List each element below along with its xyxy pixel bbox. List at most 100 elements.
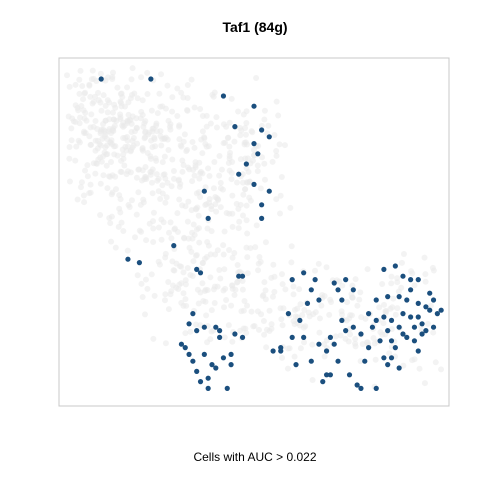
- background-cell-point: [243, 217, 250, 224]
- background-cell-point: [106, 214, 113, 221]
- background-cell-point: [87, 93, 94, 100]
- background-cell-point: [263, 326, 270, 333]
- background-cell-point: [131, 234, 138, 241]
- background-cell-point: [254, 162, 261, 169]
- background-cell-point: [216, 266, 223, 273]
- background-cell-point: [150, 225, 157, 232]
- background-cell-point: [269, 293, 276, 300]
- highlighted-cell-point: [213, 324, 219, 330]
- highlighted-cell-point: [381, 266, 387, 272]
- background-cell-point: [128, 129, 135, 136]
- background-cell-point: [337, 332, 344, 339]
- background-cell-point: [339, 282, 346, 289]
- background-cell-point: [362, 315, 369, 322]
- background-cell-point: [176, 196, 183, 203]
- background-cell-point: [269, 158, 276, 165]
- background-cell-point: [427, 302, 434, 309]
- highlighted-cell-point: [373, 297, 379, 303]
- highlighted-cell-point: [289, 334, 295, 340]
- background-cell-point: [228, 169, 235, 176]
- background-cell-point: [277, 192, 284, 199]
- background-cell-point: [158, 216, 165, 223]
- background-cell-point: [214, 247, 221, 254]
- background-cell-point: [247, 197, 254, 204]
- background-cell-point: [194, 286, 201, 293]
- background-cell-point: [216, 152, 223, 159]
- background-cell-point: [225, 322, 232, 329]
- background-cell-point: [86, 190, 93, 197]
- background-cell-point: [108, 137, 115, 144]
- background-cell-point: [169, 94, 176, 101]
- highlighted-cell-point: [293, 362, 299, 368]
- background-cell-point: [167, 126, 174, 133]
- background-cell-point: [199, 112, 206, 119]
- background-cell-point: [156, 261, 163, 268]
- highlighted-cell-point: [396, 294, 402, 300]
- background-cell-point: [229, 223, 236, 230]
- background-cell-point: [268, 321, 275, 328]
- background-cell-point: [235, 205, 242, 212]
- background-cell-point: [276, 141, 283, 148]
- background-cell-point: [77, 184, 84, 191]
- background-cell-point: [216, 172, 223, 179]
- background-cell-point: [79, 82, 86, 89]
- background-cell-point: [110, 125, 117, 132]
- highlighted-cell-point: [209, 362, 215, 368]
- background-cell-point: [309, 377, 316, 384]
- background-cell-point: [178, 89, 185, 96]
- highlighted-cell-point: [171, 243, 177, 249]
- highlighted-cell-point: [259, 127, 265, 133]
- highlighted-cell-point: [228, 351, 234, 357]
- background-cell-point: [226, 210, 233, 217]
- background-cell-point: [161, 135, 168, 142]
- background-cell-point: [116, 192, 123, 199]
- highlighted-cell-point: [411, 324, 418, 330]
- background-cell-point: [102, 77, 109, 84]
- background-cell-point: [240, 191, 247, 198]
- background-cell-point: [352, 276, 359, 283]
- background-cell-point: [212, 251, 219, 258]
- highlighted-cell-point: [415, 277, 421, 283]
- background-cell-point: [240, 307, 247, 314]
- background-cell-point: [189, 272, 196, 279]
- background-cell-point: [100, 92, 107, 99]
- highlighted-cell-point: [350, 324, 356, 330]
- highlighted-cell-point: [228, 362, 234, 368]
- background-cell-point: [84, 162, 91, 169]
- background-cell-point: [163, 194, 170, 201]
- background-cell-point: [244, 302, 251, 309]
- background-cell-point: [259, 154, 266, 161]
- background-cell-point: [197, 194, 204, 201]
- background-cell-point: [221, 266, 228, 273]
- background-cell-point: [278, 271, 285, 278]
- background-cell-point: [92, 93, 99, 100]
- background-cell-point: [229, 158, 236, 165]
- x-axis-caption: Cells with AUC > 0.022: [193, 450, 317, 464]
- background-cell-point: [131, 90, 138, 97]
- background-cell-point: [203, 123, 210, 130]
- background-cell-point: [309, 341, 316, 348]
- background-cell-point: [135, 189, 142, 196]
- background-cell-point: [196, 239, 203, 246]
- highlighted-cell-point: [320, 379, 326, 385]
- background-cell-point: [118, 157, 125, 164]
- background-cell-point: [82, 167, 89, 174]
- background-cell-point: [380, 320, 387, 327]
- highlighted-cell-point: [373, 317, 379, 323]
- background-cell-point: [179, 168, 186, 175]
- background-cell-point: [133, 174, 140, 181]
- background-cell-point: [151, 292, 158, 299]
- background-cell-point: [128, 120, 135, 127]
- background-cell-point: [288, 243, 295, 250]
- background-cell-point: [210, 185, 217, 192]
- background-cell-point: [248, 128, 255, 135]
- highlighted-cell-point: [415, 300, 421, 306]
- background-cell-point: [271, 273, 278, 280]
- background-cell-point: [229, 254, 236, 261]
- background-cell-point: [226, 119, 233, 126]
- background-cell-point: [221, 334, 228, 341]
- background-cell-point: [194, 204, 201, 211]
- background-cell-point: [347, 331, 354, 338]
- background-cell-point: [167, 219, 174, 226]
- background-cell-point: [180, 94, 187, 101]
